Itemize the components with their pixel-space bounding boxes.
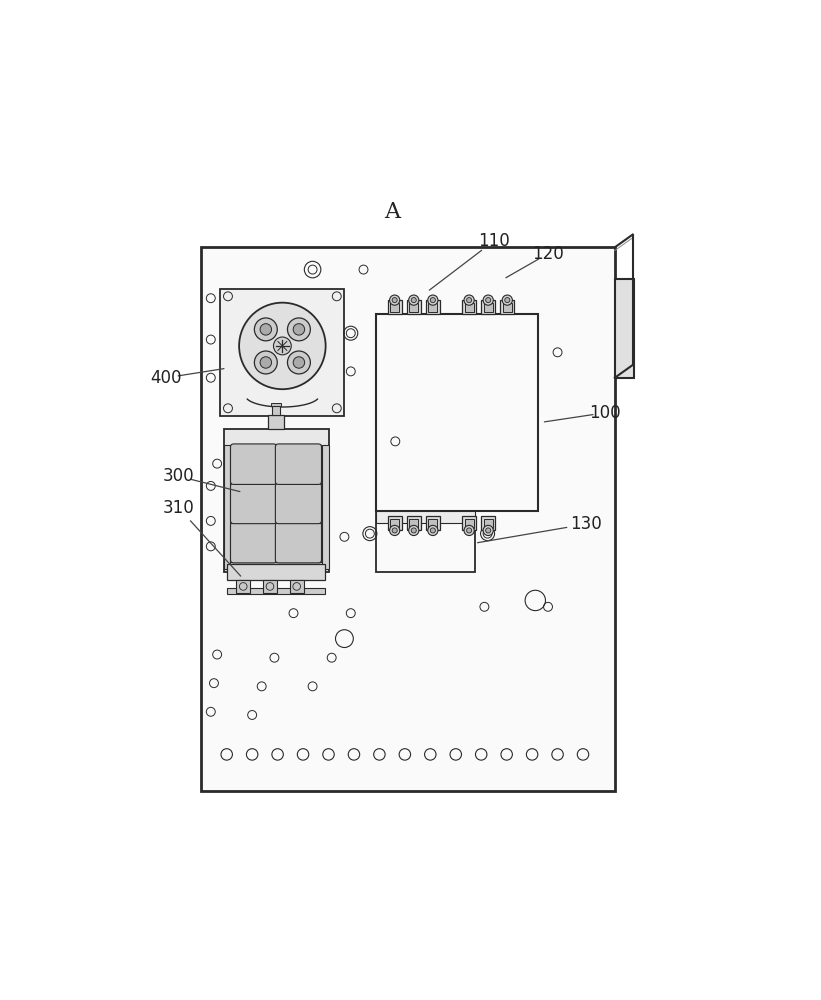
Circle shape — [287, 351, 310, 374]
FancyBboxPatch shape — [231, 444, 277, 484]
Bar — [615, 279, 634, 378]
Bar — [426, 516, 440, 530]
Bar — [410, 519, 418, 528]
Circle shape — [483, 525, 493, 536]
Circle shape — [392, 298, 397, 303]
Bar — [227, 588, 325, 594]
Bar — [406, 300, 421, 314]
Bar — [388, 516, 401, 530]
Circle shape — [293, 324, 305, 335]
Bar — [263, 580, 277, 593]
Circle shape — [260, 357, 272, 368]
Circle shape — [430, 528, 435, 533]
Bar — [390, 519, 399, 528]
Circle shape — [464, 525, 475, 536]
Text: A: A — [384, 201, 400, 223]
Circle shape — [392, 528, 397, 533]
Circle shape — [430, 298, 435, 303]
Bar — [484, 303, 493, 312]
FancyBboxPatch shape — [275, 522, 322, 563]
Bar — [376, 511, 475, 523]
Bar — [426, 300, 440, 314]
Circle shape — [273, 337, 291, 355]
Circle shape — [464, 295, 475, 305]
Bar — [390, 303, 399, 312]
Bar — [481, 300, 495, 314]
Text: 130: 130 — [571, 515, 602, 533]
Bar — [273, 406, 280, 415]
Bar — [406, 516, 421, 530]
FancyBboxPatch shape — [275, 444, 322, 484]
Text: 300: 300 — [163, 467, 195, 485]
Bar — [220, 289, 345, 416]
Circle shape — [260, 324, 272, 335]
Circle shape — [239, 303, 326, 389]
Circle shape — [411, 298, 416, 303]
Circle shape — [486, 298, 491, 303]
Bar — [268, 415, 283, 429]
Circle shape — [466, 298, 471, 303]
Text: 110: 110 — [478, 232, 510, 250]
Bar — [484, 519, 493, 528]
Bar — [465, 519, 474, 528]
Circle shape — [293, 357, 305, 368]
Bar — [271, 403, 281, 406]
Circle shape — [486, 528, 491, 533]
FancyBboxPatch shape — [231, 522, 277, 563]
Text: 120: 120 — [532, 245, 564, 263]
Circle shape — [390, 525, 400, 536]
Bar — [223, 429, 328, 572]
Circle shape — [255, 318, 277, 341]
FancyBboxPatch shape — [231, 483, 277, 524]
Bar — [223, 445, 230, 569]
Bar — [232, 445, 321, 562]
Bar — [429, 303, 438, 312]
Text: 400: 400 — [150, 369, 182, 387]
Bar — [201, 247, 615, 791]
Circle shape — [409, 295, 419, 305]
Circle shape — [287, 318, 310, 341]
Circle shape — [505, 298, 510, 303]
Bar — [236, 580, 250, 593]
Bar — [429, 519, 438, 528]
Circle shape — [428, 295, 438, 305]
Bar — [410, 303, 418, 312]
Circle shape — [390, 295, 400, 305]
Circle shape — [411, 528, 416, 533]
Bar — [227, 564, 325, 580]
Bar — [465, 303, 474, 312]
Bar — [290, 580, 304, 593]
Circle shape — [255, 351, 277, 374]
Bar — [376, 511, 475, 572]
Bar — [462, 300, 476, 314]
Bar — [500, 300, 514, 314]
Bar — [462, 516, 476, 530]
Circle shape — [466, 528, 471, 533]
FancyBboxPatch shape — [275, 483, 322, 524]
Circle shape — [428, 525, 438, 536]
Bar — [502, 303, 511, 312]
Bar — [322, 445, 328, 569]
Text: 310: 310 — [163, 499, 195, 517]
Circle shape — [409, 525, 419, 536]
Bar — [388, 300, 401, 314]
Text: 100: 100 — [589, 404, 621, 422]
Circle shape — [483, 295, 493, 305]
Bar — [481, 516, 495, 530]
Circle shape — [502, 295, 512, 305]
Bar — [376, 314, 539, 511]
